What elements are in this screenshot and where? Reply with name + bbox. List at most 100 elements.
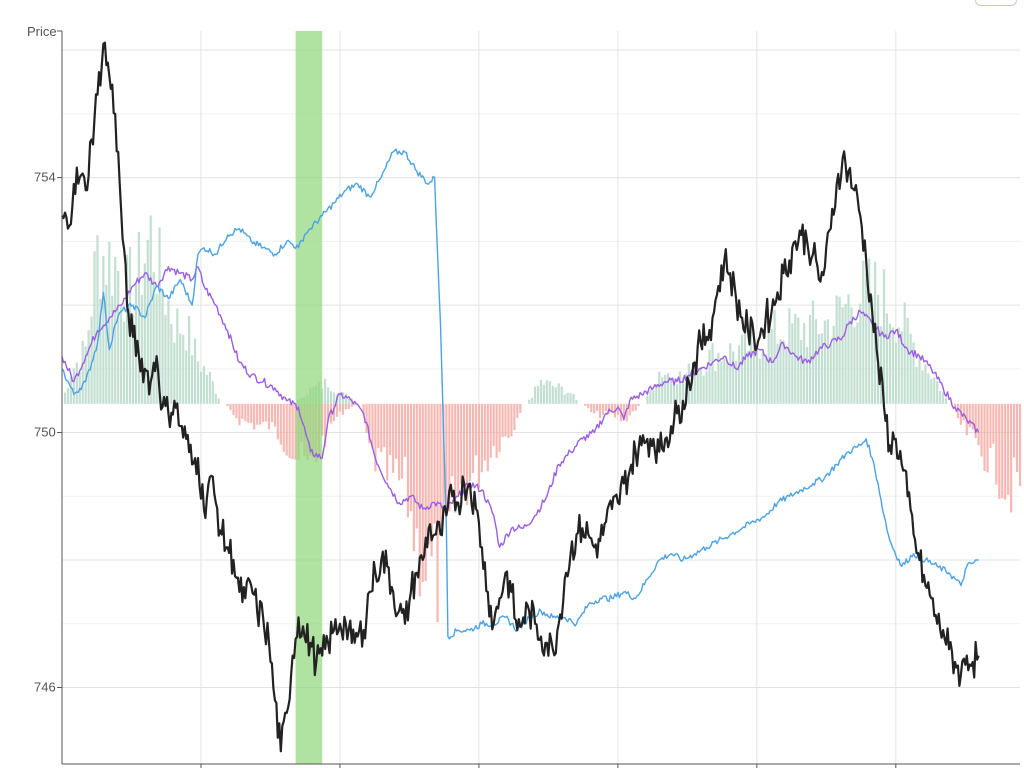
histogram-bar [335, 403, 339, 417]
histogram-bar [161, 289, 164, 404]
histogram-bar [566, 392, 569, 404]
histogram-bar [551, 385, 554, 404]
histogram-bar [903, 302, 906, 404]
histogram-bar [533, 386, 537, 404]
histogram-bar [681, 377, 685, 404]
histogram-bar [338, 403, 342, 412]
histogram-bar [140, 294, 143, 404]
histogram-bar [442, 403, 445, 514]
histogram-bar [324, 403, 327, 447]
histogram-bar [720, 361, 723, 404]
histogram-bar [610, 403, 614, 413]
histogram-bar [380, 403, 383, 453]
histogram-bar [102, 255, 105, 404]
histogram-bar [862, 260, 865, 404]
histogram-bar [894, 342, 897, 404]
histogram-bar [238, 403, 241, 426]
histogram-bar [714, 370, 717, 404]
histogram-bar [392, 403, 395, 473]
histogram-bar [634, 403, 637, 411]
histogram-bar [542, 384, 546, 404]
histogram-bar [808, 314, 812, 404]
histogram-bar [87, 330, 90, 404]
histogram-bar [548, 381, 551, 404]
histogram-bar [430, 403, 433, 557]
histogram-bar [285, 403, 288, 456]
histogram-bar [516, 403, 519, 418]
histogram-bar [253, 403, 256, 430]
histogram-bar [211, 381, 214, 404]
histogram-bar [912, 342, 915, 404]
histogram-bar [717, 352, 720, 404]
histogram-bar [761, 351, 764, 404]
histogram-bar [117, 270, 120, 404]
histogram-bar [596, 403, 599, 412]
histogram-bar [998, 403, 1001, 499]
histogram-bar [823, 320, 826, 404]
histogram-bar [601, 403, 605, 415]
histogram-bar [667, 373, 670, 404]
histogram-bar [803, 322, 806, 404]
histogram-bar [735, 360, 738, 404]
histogram-bar [711, 343, 714, 404]
histogram-bar [122, 321, 126, 404]
histogram-bar [374, 403, 377, 472]
y-tick-label: 754 [34, 170, 56, 185]
histogram-bar [66, 388, 70, 404]
histogram-bar [587, 403, 590, 409]
histogram-bar [637, 403, 640, 406]
histogram-bar [921, 370, 924, 404]
histogram-bar [507, 403, 510, 438]
histogram-bar [279, 403, 282, 445]
histogram-bar [229, 403, 232, 410]
histogram-bar [196, 361, 200, 404]
histogram-bar [986, 403, 989, 473]
histogram-bar [776, 343, 779, 404]
histogram-bar [282, 403, 285, 452]
histogram-bar [708, 349, 711, 404]
histogram-bar [344, 393, 347, 404]
histogram-bar [1012, 403, 1016, 458]
histogram-bar [327, 387, 330, 404]
histogram-bar [646, 395, 649, 404]
histogram-bar [510, 403, 513, 437]
histogram-bar [832, 325, 835, 404]
histogram-bar [844, 303, 847, 404]
histogram-bar [267, 403, 271, 430]
histogram-bar [433, 403, 436, 524]
histogram-bar [1001, 403, 1004, 499]
histogram-bar [1007, 403, 1010, 495]
histogram-bar [235, 403, 238, 419]
histogram-bar [838, 296, 841, 404]
histogram-bar [193, 338, 197, 404]
histogram-bar [338, 392, 342, 404]
histogram-bar [332, 403, 336, 422]
histogram-bar [167, 300, 170, 404]
histogram-bars [63, 215, 1022, 623]
histogram-bar [811, 300, 815, 404]
histogram-bar [841, 307, 844, 404]
histogram-bar [599, 403, 602, 419]
histogram-bar [628, 403, 631, 416]
histogram-bar [350, 403, 353, 407]
histogram-bar [170, 323, 173, 404]
histogram-bar [250, 403, 253, 423]
histogram-bar [669, 377, 673, 404]
histogram-bar [625, 403, 628, 422]
histogram-bar [936, 381, 939, 404]
histogram-bar [347, 403, 350, 410]
histogram-bar [740, 334, 744, 404]
histogram-bar [486, 403, 489, 472]
histogram-bar [445, 403, 448, 514]
histogram-bar [465, 403, 469, 505]
histogram-bar [276, 403, 279, 440]
histogram-bar [471, 403, 475, 473]
histogram-bar [853, 327, 856, 404]
histogram-bar [770, 329, 773, 404]
histogram-bar [504, 403, 507, 437]
histogram-bar [942, 392, 945, 404]
histogram-bar [879, 326, 883, 404]
histogram-bar [767, 324, 770, 404]
histogram-bar [536, 385, 540, 404]
histogram-bar [386, 403, 389, 481]
